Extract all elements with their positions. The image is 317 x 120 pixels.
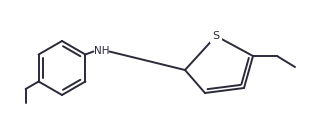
Text: NH: NH [94,46,109,57]
Text: S: S [212,31,220,41]
